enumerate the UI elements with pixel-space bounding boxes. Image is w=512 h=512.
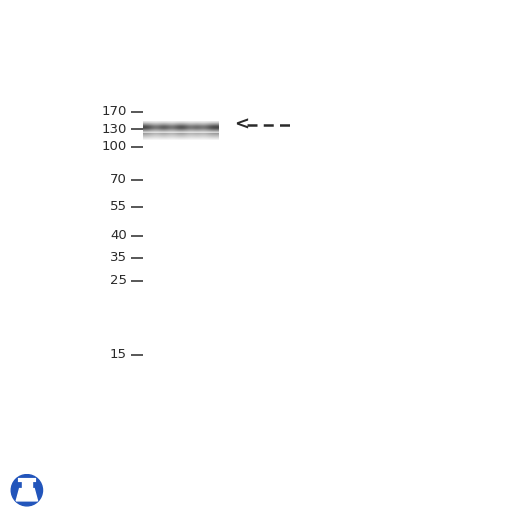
Text: 35: 35: [110, 251, 126, 264]
Polygon shape: [22, 480, 32, 488]
Text: 170: 170: [101, 105, 126, 118]
Text: 70: 70: [110, 173, 126, 186]
Text: 25: 25: [110, 274, 126, 287]
Polygon shape: [16, 488, 37, 501]
Text: <: <: [234, 116, 250, 134]
Text: 15: 15: [110, 348, 126, 361]
Text: 130: 130: [101, 123, 126, 136]
Text: 55: 55: [110, 200, 126, 213]
Text: 100: 100: [101, 140, 126, 153]
Text: 40: 40: [110, 229, 126, 242]
Circle shape: [11, 475, 42, 506]
